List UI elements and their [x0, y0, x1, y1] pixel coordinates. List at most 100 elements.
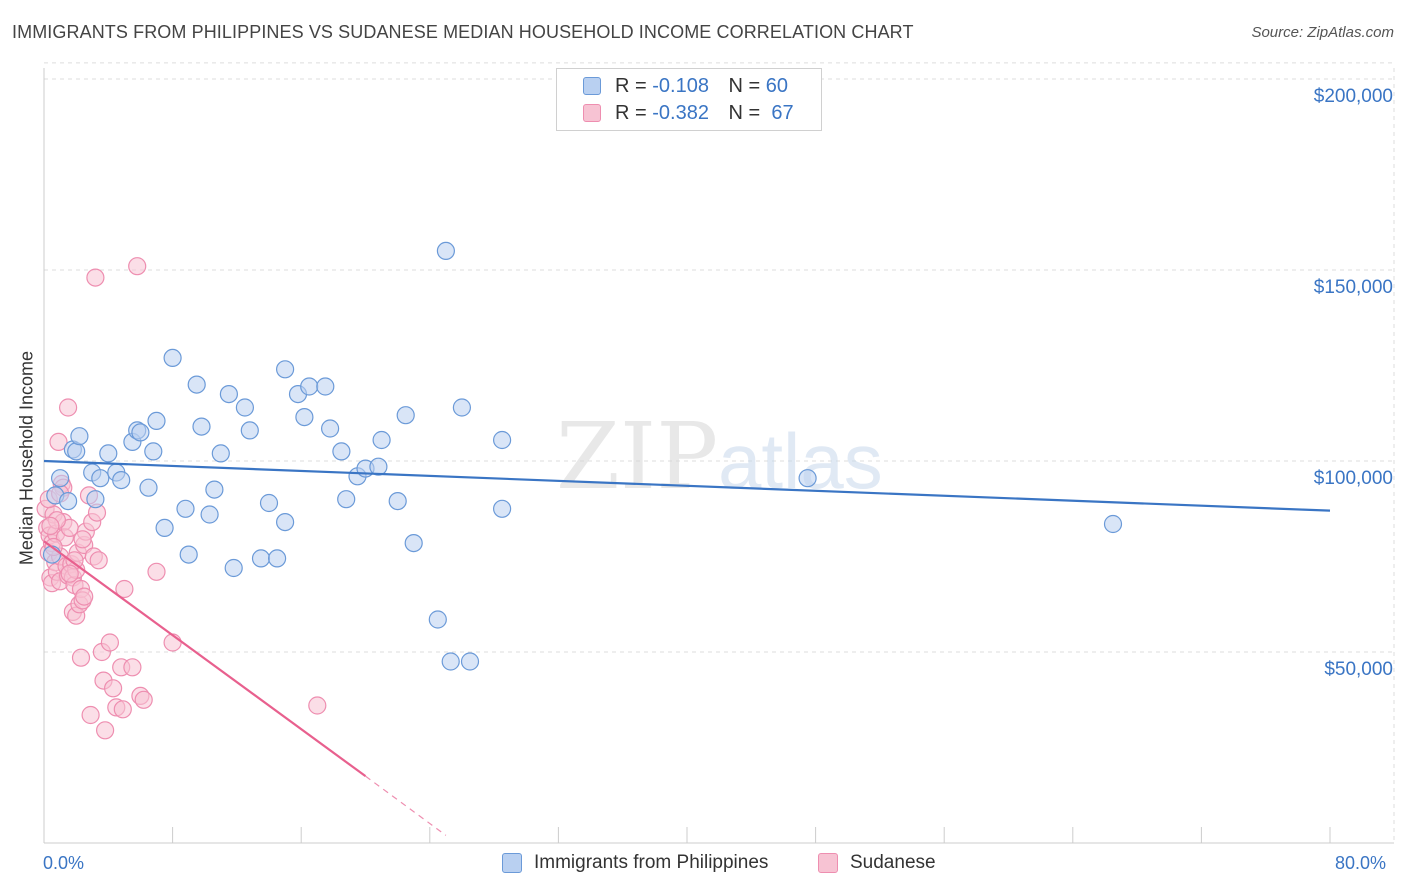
philippines-point — [200, 505, 219, 524]
philippines-point — [460, 652, 480, 671]
philippines-point — [332, 442, 351, 461]
philippines-point — [452, 398, 471, 417]
philippines-point — [240, 421, 259, 440]
trend-lines — [43, 459, 1331, 836]
legend-r-label: R = — [615, 101, 647, 124]
sudanese-point — [95, 721, 115, 740]
philippines-point — [276, 360, 295, 379]
philippines-point — [131, 423, 150, 442]
sudanese-point — [49, 432, 68, 451]
legend-n-value: 60 — [765, 74, 789, 97]
legend-item-philippines[interactable]: Immigrants from Philippines — [502, 852, 768, 874]
philippines-point — [268, 549, 287, 568]
source-credit: Source: ZipAtlas.com — [1251, 24, 1394, 41]
philippines-point — [211, 444, 230, 463]
philippines-point — [176, 499, 195, 518]
x-tick-label-min: 0.0% — [43, 853, 85, 873]
philippines-point — [321, 419, 340, 438]
philippines-point — [369, 457, 388, 476]
x-tick-label-max: 80.0% — [1335, 853, 1387, 873]
philippines-point — [396, 406, 415, 425]
sudanese-point — [147, 562, 166, 581]
legend-swatch-pink — [583, 104, 601, 122]
sudanese-point — [113, 700, 132, 719]
philippines-point — [99, 444, 118, 463]
legend-item-sudanese[interactable]: Sudanese — [818, 852, 936, 874]
sudanese-point — [60, 564, 79, 583]
philippines-point — [428, 610, 447, 629]
legend-row-philippines: R = -0.108 N = 60 — [583, 73, 788, 99]
philippines-points — [42, 241, 1123, 671]
legend-label-sudanese: Sudanese — [850, 852, 936, 873]
philippines-point — [155, 518, 174, 538]
sudanese-point — [134, 690, 153, 709]
philippines-point — [441, 652, 460, 671]
sudanese-points — [36, 257, 327, 740]
y-tick-label-150k: $150,000 — [1313, 277, 1393, 298]
sudanese-point — [100, 633, 120, 652]
philippines-point — [187, 375, 206, 394]
philippines-point — [112, 471, 131, 490]
philippines-point — [295, 408, 314, 427]
sudanese-trend-extension — [365, 775, 447, 836]
philippines-point — [493, 499, 512, 518]
legend-r-value: -0.382 — [652, 101, 709, 124]
sudanese-point — [128, 257, 147, 276]
legend-row-sudanese: R = -0.382 N = 67 — [583, 100, 794, 126]
legend-swatch-sudanese — [818, 853, 838, 873]
philippines-point — [388, 492, 407, 511]
philippines-point — [70, 427, 89, 446]
sudanese-point — [58, 398, 78, 417]
sudanese-point — [73, 530, 92, 549]
philippines-point — [235, 398, 254, 417]
philippines-point — [300, 377, 319, 396]
philippines-point — [436, 241, 455, 260]
philippines-point — [224, 558, 243, 578]
philippines-point — [337, 490, 356, 509]
philippines-point — [276, 512, 295, 532]
legend-n-value: 67 — [771, 101, 794, 124]
philippines-point — [205, 480, 224, 499]
legend-r-value: -0.108 — [652, 74, 709, 97]
y-tick-label-200k: $200,000 — [1313, 86, 1393, 107]
philippines-point — [144, 442, 163, 461]
sudanese-point — [123, 658, 142, 677]
philippines-point — [58, 492, 78, 511]
philippines-point — [372, 430, 391, 450]
chart-title: IMMIGRANTS FROM PHILIPPINES VS SUDANESE … — [12, 22, 914, 42]
watermark-zip: ZIP — [556, 403, 718, 510]
philippines-point — [139, 478, 158, 497]
sudanese-point — [75, 587, 94, 606]
sudanese-point — [115, 579, 134, 599]
legend-r-label: R = — [615, 74, 647, 97]
philippines-point — [1103, 514, 1123, 534]
zipatlas-watermark: ZIP atlas — [556, 403, 883, 510]
sudanese-trend-line — [43, 540, 367, 778]
philippines-point — [50, 469, 70, 488]
y-tick-label-100k: $100,000 — [1313, 468, 1393, 489]
philippines-point — [91, 469, 110, 488]
sudanese-point — [81, 705, 100, 725]
correlation-legend: R = -0.108 N = 60 R = -0.382 N = 67 — [556, 68, 822, 131]
philippines-point — [147, 411, 166, 430]
sudanese-point — [103, 679, 123, 698]
philippines-point — [67, 442, 86, 461]
philippines-point — [493, 430, 512, 450]
philippines-point — [798, 469, 817, 488]
philippines-point — [179, 545, 198, 564]
philippines-point — [251, 549, 271, 568]
legend-swatch-blue — [583, 77, 601, 95]
sudanese-point — [308, 696, 327, 715]
sudanese-point — [71, 648, 91, 667]
philippines-point — [316, 377, 335, 396]
philippines-point — [163, 348, 182, 367]
legend-n-label: N = — [728, 74, 761, 97]
philippines-point — [86, 490, 105, 509]
y-tick-label-50k: $50,000 — [1324, 659, 1393, 680]
philippines-point — [192, 417, 211, 436]
sudanese-point — [41, 516, 60, 536]
philippines-trend-line — [43, 459, 1331, 512]
philippines-point — [259, 493, 279, 513]
sudanese-point — [89, 551, 108, 570]
